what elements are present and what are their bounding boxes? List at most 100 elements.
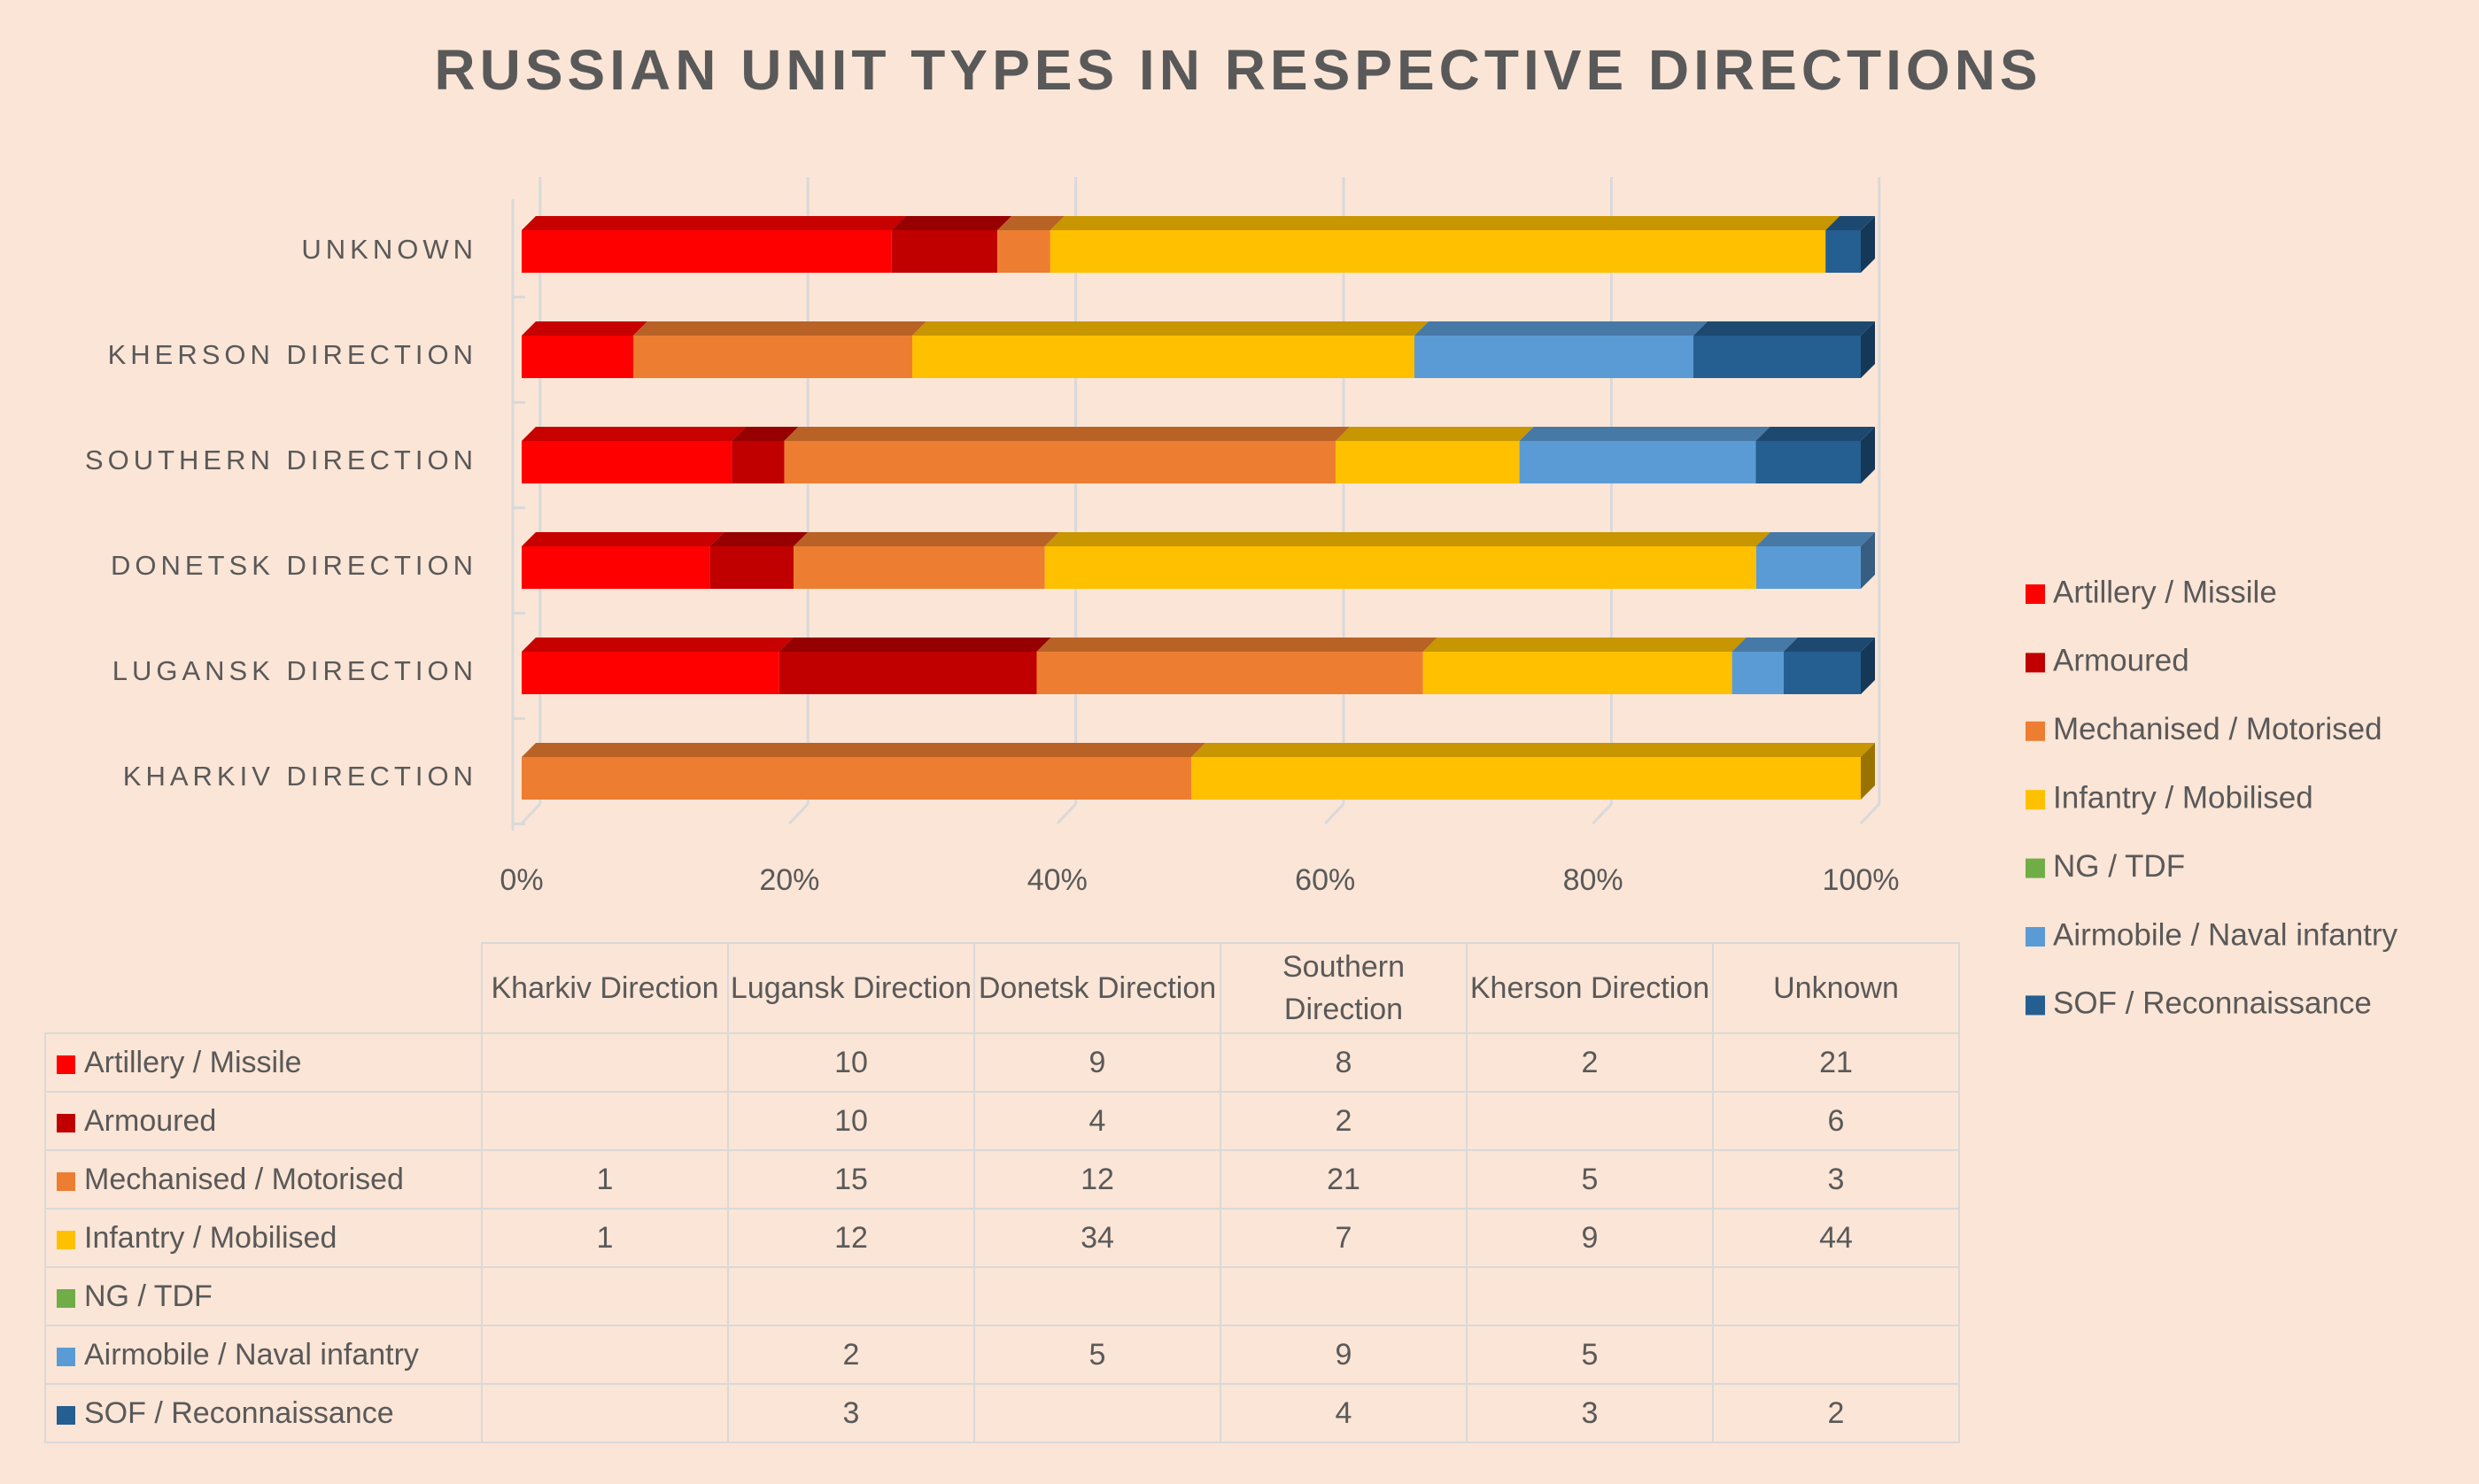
table-cell xyxy=(973,1383,1221,1443)
table-cell: 9 xyxy=(1466,1208,1714,1268)
bar-top xyxy=(1422,638,1747,652)
x-tick-label: 60% xyxy=(1295,863,1355,897)
chart-title: RUSSIAN UNIT TYPES IN RESPECTIVE DIRECTI… xyxy=(434,38,2041,102)
legend-key xyxy=(2026,721,2045,741)
bar xyxy=(1519,441,1756,483)
table-row: Armoured 10 4 2 6 xyxy=(44,1091,1960,1151)
table-row: Artillery / Missile 10 9 8 2 21 xyxy=(44,1032,1960,1093)
cell-value: 3 xyxy=(1827,1163,1845,1196)
bar xyxy=(784,441,1336,483)
bar-top xyxy=(522,216,906,230)
legend-key xyxy=(57,1406,75,1425)
cell-value: 10 xyxy=(834,1104,868,1138)
y-tick-label: SOUTHERN DIRECTION xyxy=(85,444,477,475)
cell-value: 12 xyxy=(1081,1163,1114,1196)
cell-value: 2 xyxy=(1335,1104,1352,1138)
table-column-header: Kharkiv Direction xyxy=(481,942,729,1034)
bar xyxy=(522,441,732,483)
legend-label: Infantry / Mobilised xyxy=(2053,780,2313,815)
bar-top xyxy=(522,321,647,336)
bar-top xyxy=(522,532,724,546)
cell-value: 2 xyxy=(842,1338,860,1372)
table-cell xyxy=(481,1091,729,1151)
bar xyxy=(1036,652,1423,694)
table-row: NG / TDF xyxy=(44,1266,1960,1326)
table-cell: 8 xyxy=(1220,1032,1468,1093)
row-label-text: Armoured xyxy=(84,1104,217,1138)
cell-value: 9 xyxy=(1088,1046,1106,1079)
table-cell: 2 xyxy=(1466,1032,1714,1093)
cell-value: 5 xyxy=(1581,1338,1599,1372)
table-cell: 9 xyxy=(973,1032,1221,1093)
table-cell: 1 xyxy=(481,1208,729,1268)
y-tick-label: LUGANSK DIRECTION xyxy=(112,655,477,686)
bar-top xyxy=(522,743,1205,757)
bar-top xyxy=(784,427,1351,441)
cell-value: 3 xyxy=(1581,1396,1599,1430)
bar xyxy=(1755,441,1861,483)
bar-top xyxy=(522,638,794,652)
cell-value: 21 xyxy=(1327,1163,1360,1196)
bar-side xyxy=(1861,638,1875,694)
table-cell: 9 xyxy=(1220,1325,1468,1385)
bar-top xyxy=(997,216,1065,230)
row-label-text: Mechanised / Motorised xyxy=(84,1163,404,1196)
data-table: Kharkiv Direction Lugansk Direction Donets… xyxy=(44,942,1960,1443)
table-cell: 44 xyxy=(1712,1208,1960,1268)
bar xyxy=(709,546,794,589)
legend-label: Artillery / Missile xyxy=(2053,575,2277,609)
bar xyxy=(633,336,912,378)
cell-value: 15 xyxy=(834,1163,868,1196)
y-tick-label: DONETSK DIRECTION xyxy=(111,550,477,581)
bar xyxy=(1422,652,1732,694)
bar xyxy=(522,652,779,694)
bar xyxy=(522,757,1191,800)
table-cell: 6 xyxy=(1712,1091,1960,1151)
bar-side xyxy=(1861,427,1875,483)
table-row-label: Artillery / Missile xyxy=(44,1032,483,1093)
table-cell: 34 xyxy=(973,1208,1221,1268)
bar-top xyxy=(1414,321,1708,336)
bar xyxy=(779,652,1037,694)
table-cell: 4 xyxy=(973,1091,1221,1151)
x-tick-label: 80% xyxy=(1563,863,1623,897)
cell-value: 3 xyxy=(842,1396,860,1430)
table-cell: 7 xyxy=(1220,1208,1468,1268)
x-tick-label: 40% xyxy=(1027,863,1088,897)
grid-line-floor xyxy=(1056,802,1077,825)
cell-value: 6 xyxy=(1827,1104,1845,1138)
bar-top xyxy=(732,427,799,441)
table-column-header: Donetsk Direction xyxy=(973,942,1221,1034)
bar xyxy=(1731,652,1784,694)
table-cell: 12 xyxy=(727,1208,975,1268)
table-row: Infantry / Mobilised 1 12 34 7 9 44 xyxy=(44,1208,1960,1268)
table-cell xyxy=(481,1266,729,1326)
legend-key xyxy=(2026,995,2045,1016)
table-cell: 3 xyxy=(1712,1149,1960,1210)
bar-top xyxy=(891,216,1012,230)
table-cell: 10 xyxy=(727,1091,975,1151)
cell-value: 44 xyxy=(1819,1221,1853,1255)
table-corner xyxy=(45,943,483,1034)
x-tick-label: 0% xyxy=(500,863,543,897)
bar xyxy=(1825,230,1861,273)
legend-label: NG / TDF xyxy=(2053,849,2185,884)
legend-key xyxy=(57,1231,75,1249)
legend-key xyxy=(57,1055,75,1074)
table-cell: 3 xyxy=(727,1383,975,1443)
legend-label: Airmobile / Naval infantry xyxy=(2053,917,2398,952)
bar xyxy=(1783,652,1861,694)
legend-key xyxy=(57,1114,75,1132)
table-row-label: Armoured xyxy=(44,1091,483,1151)
bar-top xyxy=(1825,216,1875,230)
table-cell xyxy=(481,1032,729,1093)
bar xyxy=(1414,336,1693,378)
bar xyxy=(794,546,1045,589)
table-cell: 2 xyxy=(1712,1383,1960,1443)
bar-top xyxy=(794,532,1059,546)
cell-value: 5 xyxy=(1581,1163,1599,1196)
y-tick-label: KHERSON DIRECTION xyxy=(108,339,477,370)
bar-top xyxy=(1755,427,1875,441)
table-cell: 4 xyxy=(1220,1383,1468,1443)
